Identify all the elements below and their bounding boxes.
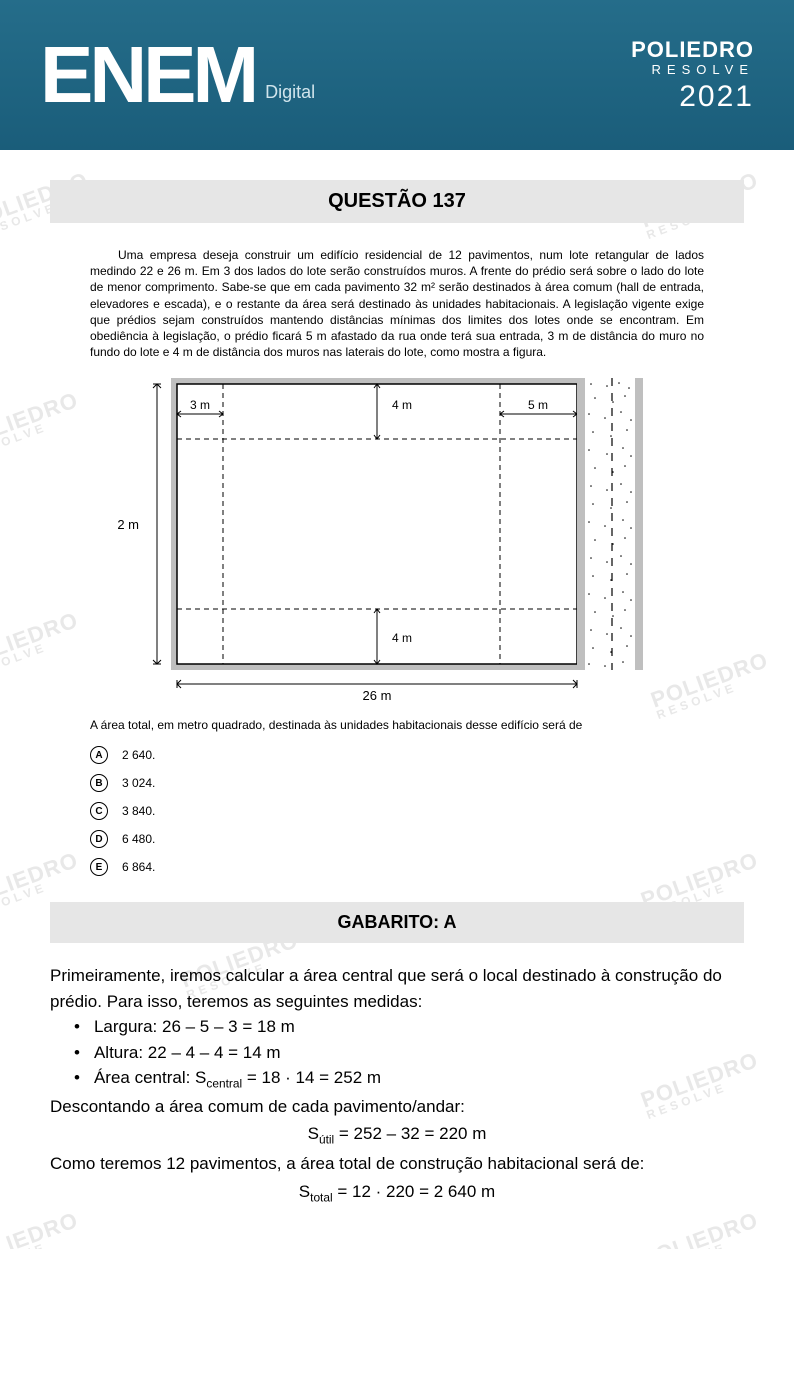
- option-e-marker: E: [90, 858, 108, 876]
- question-text: Uma empresa deseja construir um edifício…: [90, 247, 704, 360]
- diagram-label-bottom: 4 m: [392, 631, 412, 645]
- option-e[interactable]: E 6 864.: [90, 858, 704, 876]
- options-list: A 2 640. B 3 024. C 3 840. D 6 480. E 6 …: [50, 746, 744, 876]
- answer-heading-bar: GABARITO: A: [50, 902, 744, 943]
- solution-line-1: Descontando a área comum de cada pavimen…: [50, 1094, 744, 1120]
- option-a-marker: A: [90, 746, 108, 764]
- diagram-label-height: 22 m: [117, 517, 139, 532]
- enem-logo-text: ENEM: [40, 35, 255, 115]
- option-d[interactable]: D 6 480.: [90, 830, 704, 848]
- poliedro-brand-year: 2021: [631, 82, 754, 112]
- option-a-text: 2 640.: [122, 748, 155, 762]
- enem-logo-subtext: Digital: [265, 82, 315, 103]
- option-c-marker: C: [90, 802, 108, 820]
- option-d-marker: D: [90, 830, 108, 848]
- lot-diagram-svg: 22 m 26 m 3 m: [117, 374, 677, 704]
- solution-formula-2: Stotal = 12 · 220 = 2 640 m: [50, 1179, 744, 1207]
- poliedro-brand-sub: RESOLVE: [631, 63, 754, 76]
- poliedro-brand-block: POLIEDRO RESOLVE 2021: [631, 39, 754, 112]
- option-e-text: 6 864.: [122, 860, 155, 874]
- solution-intro: Primeiramente, iremos calcular a área ce…: [50, 963, 744, 1014]
- solution-bullets: Largura: 26 – 5 – 3 = 18 m Altura: 22 – …: [50, 1014, 744, 1093]
- question-title-bar: QUESTÃO 137: [50, 180, 744, 223]
- option-c[interactable]: C 3 840.: [90, 802, 704, 820]
- lot-diagram: 22 m 26 m 3 m: [50, 374, 744, 704]
- option-b[interactable]: B 3 024.: [90, 774, 704, 792]
- option-a[interactable]: A 2 640.: [90, 746, 704, 764]
- question-prompt: A área total, em metro quadrado, destina…: [50, 718, 744, 732]
- option-d-text: 6 480.: [122, 832, 155, 846]
- diagram-label-left: 3 m: [190, 398, 210, 412]
- poliedro-brand-title: POLIEDRO: [631, 39, 754, 61]
- diagram-label-right: 5 m: [528, 398, 548, 412]
- content-area: QUESTÃO 137 Uma empresa deseja construir…: [0, 150, 794, 1249]
- solution-bullet-3: Área central: Scentral = 18 · 14 = 252 m: [74, 1065, 744, 1093]
- solution-block: Primeiramente, iremos calcular a área ce…: [50, 963, 744, 1207]
- solution-formula-1: Sútil = 252 – 32 = 220 m: [50, 1121, 744, 1149]
- answer-heading: GABARITO: A: [338, 912, 457, 932]
- option-b-marker: B: [90, 774, 108, 792]
- option-c-text: 3 840.: [122, 804, 155, 818]
- question-body: Uma empresa deseja construir um edifício…: [50, 247, 744, 360]
- solution-bullet-2: Altura: 22 – 4 – 4 = 14 m: [74, 1040, 744, 1066]
- enem-logo-block: ENEM Digital: [40, 35, 315, 115]
- solution-bullet-1: Largura: 26 – 5 – 3 = 18 m: [74, 1014, 744, 1040]
- page-header: ENEM Digital POLIEDRO RESOLVE 2021: [0, 0, 794, 150]
- diagram-label-width: 26 m: [363, 688, 392, 703]
- diagram-label-top: 4 m: [392, 398, 412, 412]
- solution-line-2: Como teremos 12 pavimentos, a área total…: [50, 1151, 744, 1177]
- option-b-text: 3 024.: [122, 776, 155, 790]
- question-number: QUESTÃO 137: [328, 190, 466, 212]
